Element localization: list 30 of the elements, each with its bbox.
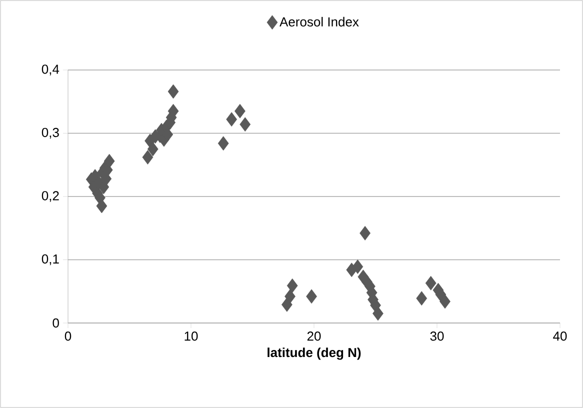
x-axis-title: latitude (deg N) [268, 348, 361, 360]
y-tick-label: 0,2 [42, 191, 59, 202]
x-tick-label: 20 [307, 332, 321, 341]
point [147, 142, 158, 156]
point [226, 112, 238, 127]
legend-label: Aerosol Index [280, 16, 359, 26]
point [284, 289, 296, 304]
point [360, 226, 370, 240]
point [168, 84, 179, 99]
point [218, 136, 229, 151]
y-tick-label: 0 [52, 318, 59, 328]
point [352, 260, 364, 274]
point [416, 291, 428, 306]
x-tick-label: 0 [64, 332, 72, 341]
point [104, 154, 115, 168]
point [142, 150, 154, 164]
point [234, 104, 246, 118]
point [372, 306, 384, 321]
y-tick-label: 0,3 [42, 128, 59, 139]
point [240, 117, 251, 132]
x-tick-label: 30 [430, 332, 444, 341]
point [440, 294, 450, 309]
x-tick-label: 10 [184, 332, 198, 341]
point [425, 276, 436, 290]
point [286, 278, 298, 293]
y-tick-label: 0,4 [42, 64, 60, 76]
point [306, 289, 317, 304]
y-tick-label: 0,1 [42, 254, 59, 266]
point [96, 198, 108, 214]
x-tick-label: 40 [553, 332, 567, 341]
